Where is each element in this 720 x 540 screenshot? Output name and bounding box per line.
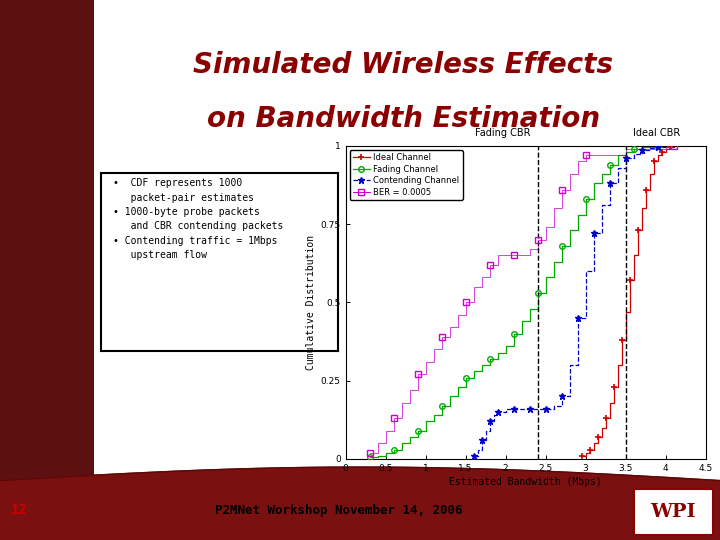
X-axis label: Estimated Bandwidth (Mbps): Estimated Bandwidth (Mbps) (449, 477, 602, 487)
Text: 12: 12 (11, 503, 27, 517)
Text: Fading CBR: Fading CBR (475, 127, 531, 138)
Text: on Bandwidth Estimation: on Bandwidth Estimation (207, 105, 600, 133)
Text: •  CDF represents 1000
   packet-pair estimates
• 1000-byte probe packets
   and: • CDF represents 1000 packet-pair estima… (113, 178, 283, 260)
Y-axis label: Cumulative Distribution: Cumulative Distribution (307, 235, 317, 370)
Text: Ideal CBR: Ideal CBR (633, 127, 680, 138)
Text: P2MNet Workshop November 14, 2006: P2MNet Workshop November 14, 2006 (215, 504, 462, 517)
Text: Simulated Wireless Effects: Simulated Wireless Effects (193, 51, 613, 79)
Text: WPI: WPI (650, 503, 696, 521)
Legend: Ideal Channel, Fading Channel, Contending Channel, BER = 0.0005: Ideal Channel, Fading Channel, Contendin… (350, 150, 462, 200)
